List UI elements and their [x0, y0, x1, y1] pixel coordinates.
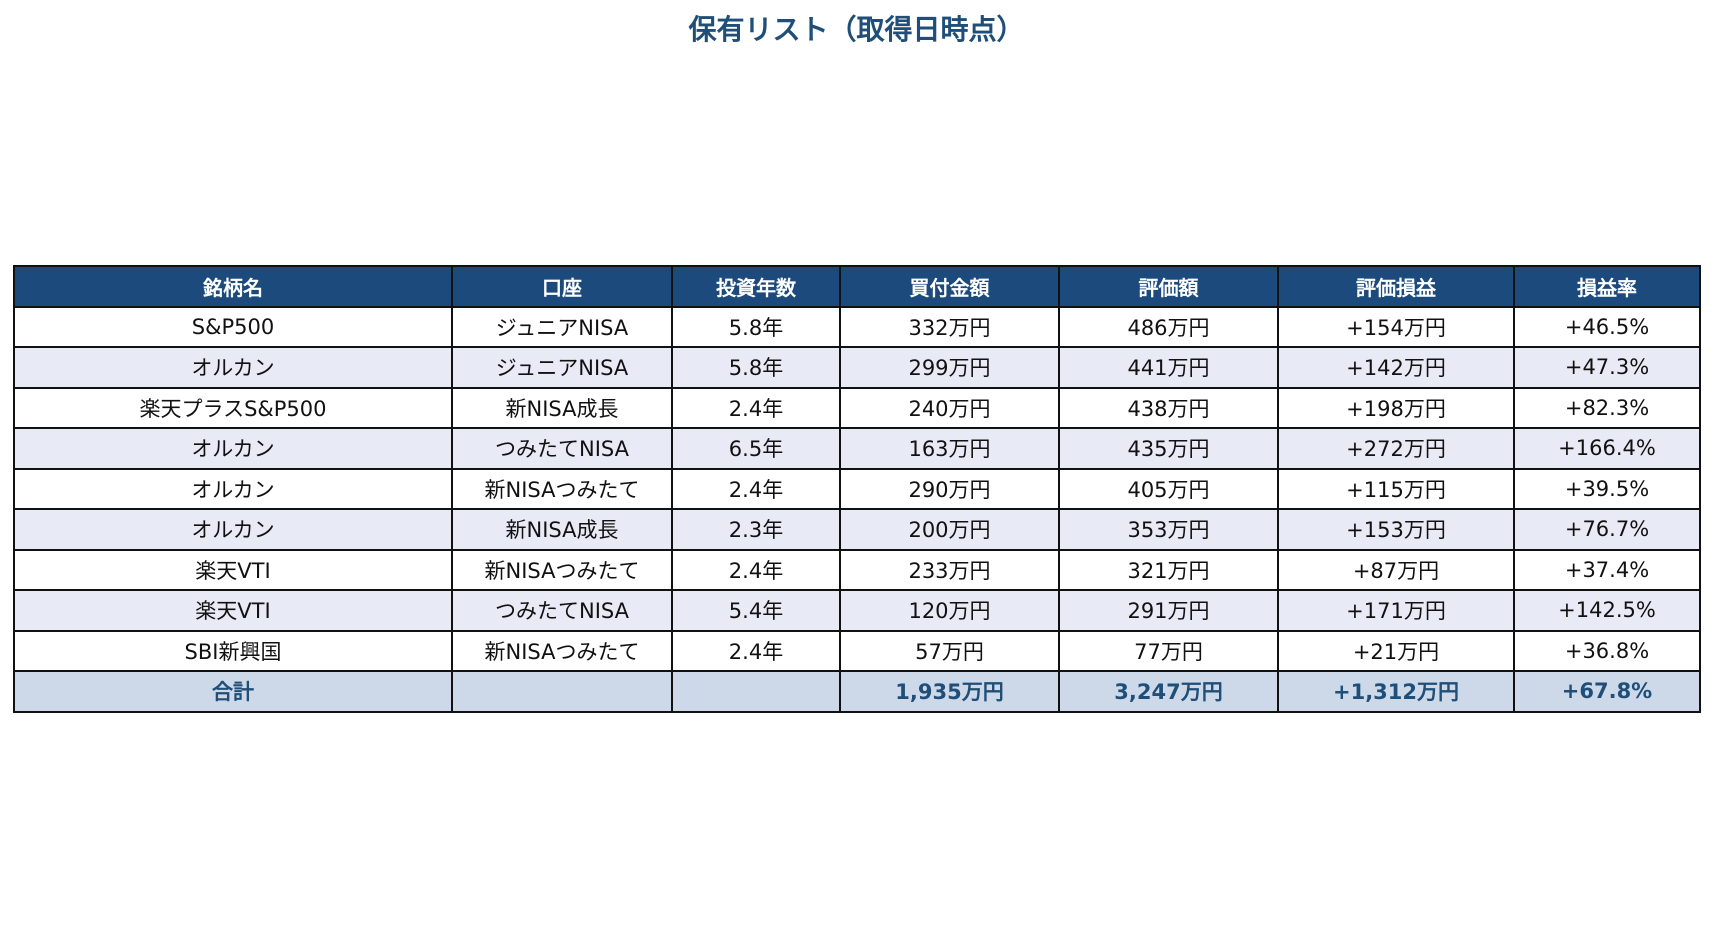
- table-cell: +37.4%: [1513, 548, 1701, 591]
- table-cell: 5.4年: [671, 589, 841, 632]
- table-cell: 163万円: [839, 427, 1060, 470]
- table-cell: +46.5%: [1513, 305, 1701, 348]
- table-cell: +115万円: [1277, 467, 1515, 510]
- table-row: オルカン つみたてNISA 6.5年 163万円 435万円 +272万円 +166.4%: [13, 427, 1701, 470]
- table-cell: 200万円: [839, 508, 1060, 551]
- table-row: 楽天プラスS&P500 新NISA成長 2.4年 240万円 438万円 +198万円 +8…: [13, 386, 1701, 429]
- table-cell: 6.5年: [671, 427, 841, 470]
- table-cell: 新NISA成長: [451, 386, 673, 429]
- table-cell: SBI新興国: [13, 629, 453, 672]
- table-cell: 2.4年: [671, 629, 841, 672]
- table-cell: オルカン: [13, 467, 453, 510]
- table-cell: 楽天VTI: [13, 589, 453, 632]
- table-cell: 2.3年: [671, 508, 841, 551]
- table-cell: 299万円: [839, 346, 1060, 389]
- table-cell: つみたてNISA: [451, 589, 673, 632]
- table-cell: +272万円: [1277, 427, 1515, 470]
- table-cell: 新NISAつみたて: [451, 467, 673, 510]
- empty-cell: [671, 670, 841, 713]
- table-cell: 新NISA成長: [451, 508, 673, 551]
- table-row: SBI新興国 新NISAつみたて 2.4年 57万円 77万円 +21万円 +36.8%: [13, 629, 1701, 672]
- table-cell: +87万円: [1277, 548, 1515, 591]
- table-cell: +154万円: [1277, 305, 1515, 348]
- table-cell: 240万円: [839, 386, 1060, 429]
- table-cell: オルカン: [13, 427, 453, 470]
- header-cell: 投資年数: [671, 265, 841, 308]
- table-cell: 楽天プラスS&P500: [13, 386, 453, 429]
- table-cell: 5.8年: [671, 305, 841, 348]
- table-row: オルカン ジュニアNISA 5.8年 299万円 441万円 +142万円 +47.3%: [13, 346, 1701, 389]
- table-row: 楽天VTI 新NISAつみたて 2.4年 233万円 321万円 +87万円 +37.4%: [13, 548, 1701, 591]
- holdings-table: 銘柄名 口座 投資年数 買付金額 評価額 評価損益 損益率 S&P500 ジュニアNISA 5.…: [13, 265, 1701, 713]
- table-cell: +21万円: [1277, 629, 1515, 672]
- table-cell: 353万円: [1058, 508, 1279, 551]
- header-cell: 評価損益: [1277, 265, 1515, 308]
- table-cell: 233万円: [839, 548, 1060, 591]
- header-row: 銘柄名 口座 投資年数 買付金額 評価額 評価損益 損益率: [13, 265, 1701, 308]
- table-cell: 405万円: [1058, 467, 1279, 510]
- table-cell: 新NISAつみたて: [451, 548, 673, 591]
- table-cell: 2.4年: [671, 386, 841, 429]
- table-cell: +198万円: [1277, 386, 1515, 429]
- table-cell: 486万円: [1058, 305, 1279, 348]
- empty-cell: [451, 670, 673, 713]
- table-row: 楽天VTI つみたてNISA 5.4年 120万円 291万円 +171万円 +142.5%: [13, 589, 1701, 632]
- table-cell: 2.4年: [671, 467, 841, 510]
- table-row: オルカン 新NISAつみたて 2.4年 290万円 405万円 +115万円 +39.5%: [13, 467, 1701, 510]
- table-cell: 5.8年: [671, 346, 841, 389]
- header-cell: 評価額: [1058, 265, 1279, 308]
- table-cell: 291万円: [1058, 589, 1279, 632]
- table-cell: 2.4年: [671, 548, 841, 591]
- table-cell: 57万円: [839, 629, 1060, 672]
- table-cell: 120万円: [839, 589, 1060, 632]
- table-cell: つみたてNISA: [451, 427, 673, 470]
- table-cell: オルカン: [13, 346, 453, 389]
- table-cell: 290万円: [839, 467, 1060, 510]
- table-cell: +142.5%: [1513, 589, 1701, 632]
- table-cell: 332万円: [839, 305, 1060, 348]
- table-row: S&P500 ジュニアNISA 5.8年 332万円 486万円 +154万円 +46.5%: [13, 305, 1701, 348]
- table-cell: 新NISAつみたて: [451, 629, 673, 672]
- table-cell: 441万円: [1058, 346, 1279, 389]
- table-cell: 楽天VTI: [13, 548, 453, 591]
- header-cell: 買付金額: [839, 265, 1060, 308]
- table-cell: +39.5%: [1513, 467, 1701, 510]
- table-cell: +171万円: [1277, 589, 1515, 632]
- table-cell: +82.3%: [1513, 386, 1701, 429]
- header-cell: 銘柄名: [13, 265, 453, 308]
- table-cell: 438万円: [1058, 386, 1279, 429]
- total-cell: +67.8%: [1513, 670, 1701, 713]
- table-cell: 435万円: [1058, 427, 1279, 470]
- header-cell: 損益率: [1513, 265, 1701, 308]
- title: 保有リスト（取得日時点）: [688, 13, 1025, 46]
- table-cell: オルカン: [13, 508, 453, 551]
- table-cell: +47.3%: [1513, 346, 1701, 389]
- table-cell: +166.4%: [1513, 427, 1701, 470]
- total-row: 合計 1,935万円 3,247万円 +1,312万円 +67.8%: [13, 670, 1701, 713]
- total-cell: 3,247万円: [1058, 670, 1279, 713]
- table-cell: +142万円: [1277, 346, 1515, 389]
- table-cell: 321万円: [1058, 548, 1279, 591]
- table-cell: +76.7%: [1513, 508, 1701, 551]
- table-cell: +36.8%: [1513, 629, 1701, 672]
- header-cell: 口座: [451, 265, 673, 308]
- total-label: 合計: [13, 670, 453, 713]
- table-row: オルカン 新NISA成長 2.3年 200万円 353万円 +153万円 +76.7%: [13, 508, 1701, 551]
- table-cell: ジュニアNISA: [451, 346, 673, 389]
- table-cell: S&P500: [13, 305, 453, 348]
- table-cell: 77万円: [1058, 629, 1279, 672]
- total-cell: +1,312万円: [1277, 670, 1515, 713]
- table-cell: ジュニアNISA: [451, 305, 673, 348]
- total-cell: 1,935万円: [839, 670, 1060, 713]
- table-cell: +153万円: [1277, 508, 1515, 551]
